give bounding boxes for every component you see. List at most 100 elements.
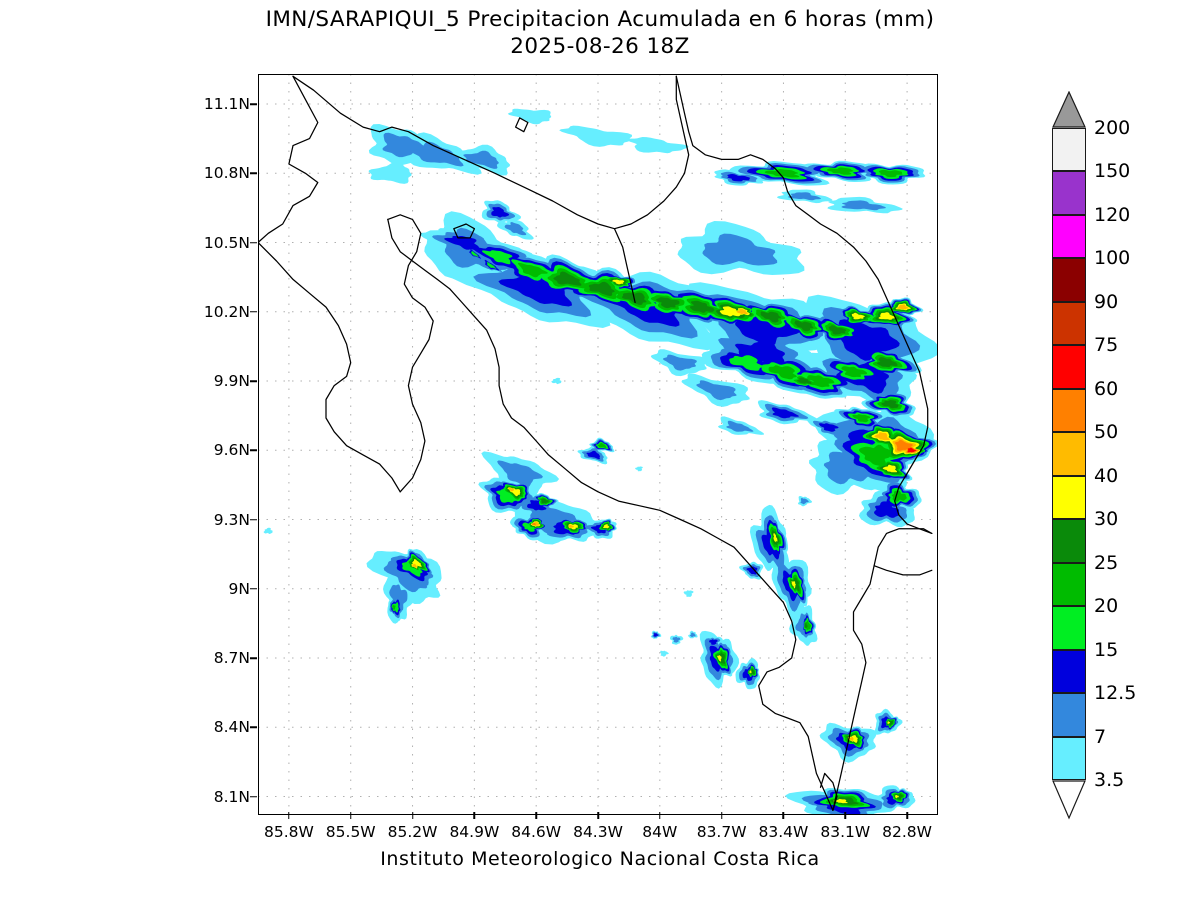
map-outline-path: [258, 75, 319, 244]
precip-contour-band: [882, 464, 897, 473]
x-tick-label: 83.1W: [820, 823, 871, 841]
precip-contour-band: [841, 366, 868, 378]
colorbar-tick-label: 15: [1094, 638, 1119, 661]
precip-contour-band: [877, 357, 898, 368]
precip-contour-band: [612, 279, 625, 285]
y-tick-mark: [250, 380, 257, 382]
precip-contour-band: [696, 380, 737, 401]
colorbar-tick-label: 120: [1094, 203, 1131, 226]
x-tick-label: 84.6W: [511, 823, 562, 841]
precip-contour-band: [878, 312, 896, 320]
precip-contour-band: [507, 108, 552, 125]
precip-contour-band: [823, 451, 870, 485]
map-outline-path: [758, 574, 834, 812]
colorbar-tick-label: 7: [1094, 725, 1107, 748]
precip-contour-band: [874, 501, 900, 518]
contour-layers: [263, 108, 938, 815]
precip-contour-band: [851, 312, 865, 320]
colorbar-swatch: [1052, 171, 1086, 215]
colorbar-swatch: [1052, 432, 1086, 476]
precip-contour-band: [559, 125, 632, 147]
precip-contour-band: [848, 737, 854, 741]
precip-contour-band: [517, 262, 548, 278]
precip-contour-band: [481, 250, 513, 265]
map-outline-path: [514, 117, 529, 133]
precip-contour-band: [804, 622, 808, 628]
y-tick-label: 8.1N: [213, 787, 250, 806]
y-tick-mark: [250, 103, 257, 105]
precip-contour-band: [719, 306, 741, 317]
precip-contour-band: [444, 236, 480, 251]
colorbar-swatch: [1052, 258, 1086, 302]
map-outline-path: [873, 565, 933, 576]
y-tick-mark: [250, 588, 257, 590]
x-tick-label: 85.8W: [263, 823, 314, 841]
x-tick-mark: [473, 812, 476, 819]
map-plot-area[interactable]: [258, 74, 938, 815]
precip-contour-band: [773, 533, 778, 543]
y-tick-mark: [250, 657, 257, 659]
precip-contour-band: [392, 604, 396, 611]
precip-contour-band: [553, 271, 582, 286]
y-tick-label: 8.4N: [213, 718, 250, 737]
precipitation-contour-plot: [258, 74, 938, 815]
precip-contour-band: [411, 141, 464, 167]
precip-contour-band: [653, 633, 659, 637]
precip-contour-band: [532, 522, 536, 526]
y-tick-label: 8.7N: [213, 649, 250, 668]
colorbar-tick-label: 60: [1094, 377, 1119, 400]
map-outline-path: [258, 241, 401, 493]
precip-contour-band: [672, 636, 681, 643]
x-tick-mark: [535, 812, 537, 819]
precip-contour-band: [656, 297, 680, 309]
precip-contour-band: [771, 407, 799, 419]
map-outline-path: [453, 223, 476, 239]
map-outline-path: [832, 565, 875, 812]
colorbar-tick-label: 20: [1094, 595, 1119, 618]
x-tick-label: 85.2W: [387, 823, 438, 841]
precip-contour-band: [588, 281, 615, 296]
precip-contour-band: [874, 432, 890, 441]
precip-contour-band: [660, 650, 669, 657]
x-tick-label: 82.8W: [882, 823, 932, 841]
precip-contour-band: [764, 169, 800, 178]
precip-contour-band: [828, 325, 847, 335]
x-tick-mark: [288, 812, 290, 819]
y-tick-label: 10.5N: [203, 233, 250, 252]
y-tick-label: 9.9N: [213, 372, 250, 391]
precip-contour-band: [734, 341, 785, 369]
map-outline-path: [675, 75, 921, 373]
precip-contour-band: [540, 498, 549, 504]
precip-contour-band: [895, 795, 899, 799]
precip-contour-band: [508, 487, 514, 492]
colorbar-tick-label: 75: [1094, 334, 1119, 357]
precip-contour-band: [463, 150, 499, 169]
x-tick-mark: [720, 812, 723, 819]
colorbar-tick-label: 40: [1094, 464, 1119, 487]
x-tick-label: 84W: [642, 823, 678, 841]
x-tick-mark: [659, 812, 661, 819]
colorbar-swatch: [1052, 649, 1086, 694]
precip-contour-band: [794, 320, 814, 332]
precip-contour-band: [690, 632, 696, 637]
colorbar-tick-label: 150: [1094, 160, 1131, 183]
precip-contour-band: [788, 192, 821, 201]
precip-contour-band: [597, 442, 607, 448]
y-axis: 11.1N 10.8N 10.5N 10.2N 9.9N 9.6N 9.3N 9N 8.7N 8.…: [0, 74, 257, 815]
coastline-and-borders: [258, 75, 933, 812]
precip-contour-band: [497, 460, 543, 487]
precip-contour-band: [603, 524, 610, 529]
x-axis: 85.8W 85.5W 85.2W 84.9W 84.6W 84.3W 84W 83.7W 83…: [258, 812, 938, 849]
colorbar-swatch: [1052, 475, 1086, 520]
figure-title: IMN/SARAPIQUI_5 Precipitacion Acumulada …: [0, 6, 1200, 60]
x-tick-label: 83.7W: [696, 823, 747, 841]
precip-contour-band: [586, 450, 601, 460]
colorbar-swatch: [1052, 693, 1086, 737]
precip-contour-band: [897, 304, 909, 310]
precip-contour-band: [746, 566, 758, 575]
x-tick-label: 83.4W: [758, 823, 809, 841]
precip-contour-band: [729, 355, 763, 371]
precip-contour-band: [826, 167, 854, 175]
precip-contour-band: [878, 169, 903, 178]
colorbar-swatch: [1052, 301, 1086, 346]
